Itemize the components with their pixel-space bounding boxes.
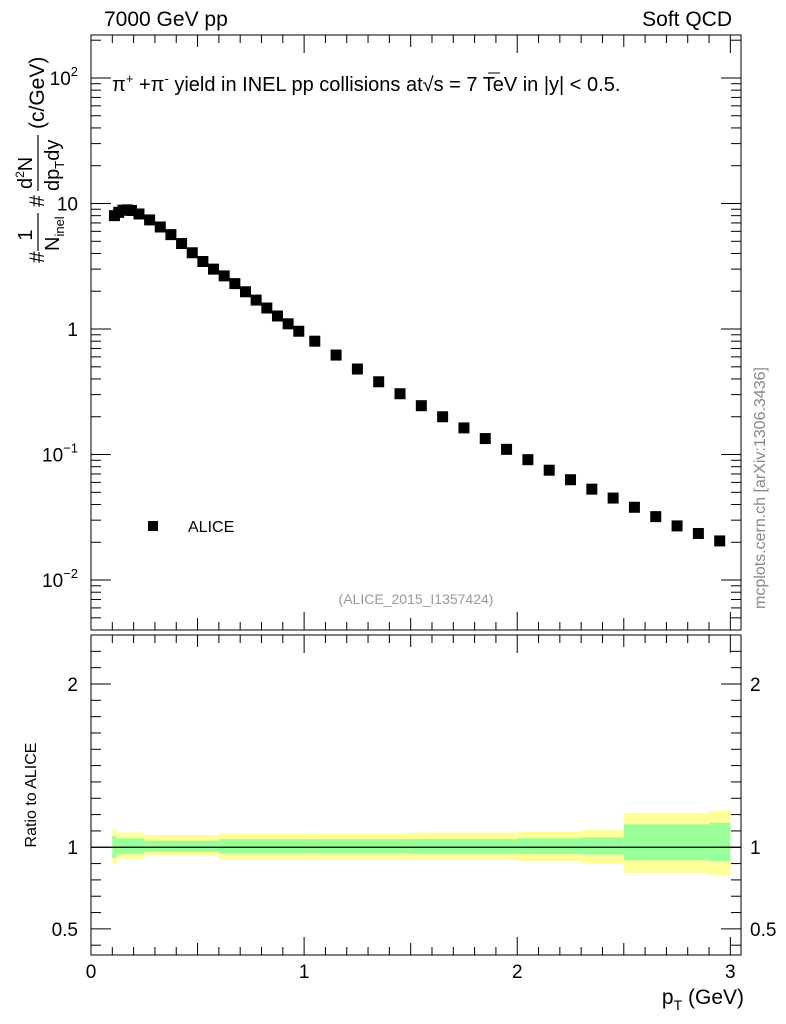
data-point	[607, 492, 619, 504]
x-tick-label: 1	[299, 962, 310, 983]
data-point	[261, 302, 273, 314]
ylabel-hash-2: #	[26, 195, 49, 207]
data-point	[176, 238, 188, 250]
ratio-y-tick-label-left: 0.5	[52, 920, 78, 941]
plot-title: π+ +π- yield in INEL pp collisions at√s …	[112, 71, 620, 96]
ratio-band-inner-4	[304, 839, 411, 854]
data-point	[565, 474, 577, 486]
x-tick-label: 0	[86, 962, 97, 983]
ratio-band-inner-1	[116, 838, 145, 854]
data-point	[144, 214, 156, 226]
data-point	[671, 520, 683, 532]
data-point	[543, 464, 555, 476]
ratio-band-inner-8	[623, 824, 710, 861]
y-tick-label: 102	[50, 64, 78, 90]
header-left: 7000 GeV pp	[104, 8, 228, 31]
data-point	[394, 388, 406, 400]
analysis-id: (ALICE_2015_I1357424)	[339, 591, 494, 607]
ratio-band-inner-2	[144, 840, 219, 852]
data-markers	[108, 204, 726, 547]
data-point	[240, 286, 252, 298]
x-tick-label: 3	[725, 962, 736, 983]
ratio-bands	[112, 810, 731, 875]
data-point	[714, 535, 726, 547]
data-point	[250, 294, 262, 306]
data-point	[437, 411, 449, 423]
ratio-band-inner-5	[410, 839, 518, 854]
ratio-y-tick-label-right: 2	[750, 675, 761, 696]
data-point	[293, 325, 305, 337]
data-point	[208, 263, 220, 275]
ylabel-one: 1	[15, 229, 37, 240]
data-point	[501, 443, 513, 455]
data-point	[154, 221, 166, 233]
ratio-band-inner-6	[517, 838, 582, 855]
y-axis-title: # 1 Ninel # d2N dpTdy (c/GeV)	[13, 57, 67, 263]
ratio-y-tick-label-right: 0.5	[750, 920, 776, 941]
data-point	[165, 229, 177, 241]
data-point	[479, 433, 491, 445]
data-point	[458, 422, 470, 434]
ylabel-units: (c/GeV)	[26, 57, 49, 129]
ratio-band-inner-3	[218, 839, 305, 854]
data-point	[197, 256, 209, 268]
y-tick-label: 10−2	[42, 566, 78, 592]
tick-labels: 0 1 2 3 10−2 10−1 1 10 102 0.5 0.5 1 1 2 2	[42, 64, 776, 983]
data-point	[522, 454, 534, 466]
data-point	[218, 270, 230, 282]
x-tick-label: 2	[512, 962, 523, 983]
ylabel-dn: d2N	[13, 157, 37, 189]
ylabel-dp: dpTdy	[42, 140, 67, 191]
data-point	[271, 310, 283, 322]
legend-marker	[148, 521, 158, 531]
ratio-band-inner-9	[709, 822, 731, 862]
data-point	[309, 335, 321, 347]
y-tick-label: 1	[67, 320, 78, 341]
legend: ALICE	[148, 519, 234, 536]
ratio-y-tick-label-left: 2	[67, 675, 78, 696]
ylabel-hash-1: #	[26, 251, 49, 263]
ratio-y-tick-label-right: 1	[750, 838, 761, 859]
data-point	[125, 204, 137, 216]
data-point	[330, 349, 342, 361]
data-point	[692, 527, 704, 539]
data-point	[586, 483, 598, 495]
side-label: mcplots.cern.ch [arXiv:1306.3436]	[752, 367, 769, 609]
data-point	[650, 511, 662, 523]
data-point	[628, 501, 640, 513]
header-right: Soft QCD	[642, 8, 732, 31]
ratio-y-tick-label-left: 1	[67, 838, 78, 859]
data-point	[373, 376, 385, 388]
x-axis-title: pT (GeV)	[662, 986, 744, 1013]
y-tick-label: 10−1	[42, 441, 78, 467]
ratio-y-axis-title: Ratio to ALICE	[23, 743, 40, 848]
ratio-frame	[90, 634, 742, 956]
data-point	[133, 208, 145, 220]
legend-label: ALICE	[188, 519, 234, 536]
data-point	[415, 400, 427, 412]
ratio-band-inner-7	[581, 837, 624, 855]
y-tick-label: 10	[57, 194, 78, 215]
ylabel-n: Ninel	[42, 216, 67, 251]
data-point	[282, 318, 294, 330]
data-point	[351, 363, 363, 375]
data-point	[229, 278, 241, 290]
data-point	[186, 247, 198, 259]
main-frame	[90, 34, 742, 631]
